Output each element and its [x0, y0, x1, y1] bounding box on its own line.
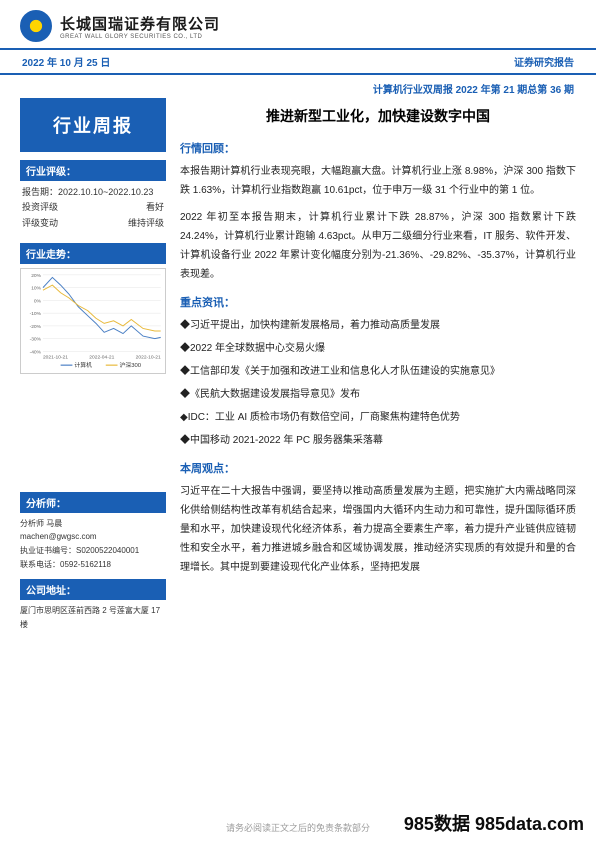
- address-head: 公司地址：: [20, 579, 166, 600]
- news-item: ◆2022 年全球数据中心交易火爆: [180, 339, 576, 358]
- svg-text:-40%: -40%: [30, 349, 42, 355]
- rating-value: 维持评级: [128, 216, 164, 231]
- analyst-phone: 联系电话：0592-5162118: [20, 558, 166, 572]
- date-bar: 2022 年 10 月 25 日 证券研究报告: [0, 48, 596, 75]
- svg-text:-30%: -30%: [30, 337, 42, 343]
- rating-value: 看好: [146, 200, 164, 215]
- report-type: 证券研究报告: [514, 54, 574, 69]
- header: 长城国瑞证券有限公司 GREAT WALL GLORY SECURITIES C…: [0, 0, 596, 48]
- news-item: ◆《民航大数据建设发展指导意见》发布: [180, 385, 576, 404]
- svg-text:20%: 20%: [31, 273, 41, 279]
- rating-row: 评级变动 维持评级: [22, 216, 164, 231]
- sidebar-title: 行业周报: [20, 98, 166, 152]
- news-head: 重点资讯：: [180, 294, 576, 310]
- analyst-name: 分析师 马晨: [20, 517, 166, 531]
- main-content: 推进新型工业化，加快建设数字中国 行情回顾： 本报告期计算机行业表现亮眼，大幅跑…: [180, 98, 576, 631]
- svg-text:-20%: -20%: [30, 324, 42, 330]
- svg-text:2021-10-21: 2021-10-21: [43, 354, 68, 360]
- company-name-cn: 长城国瑞证券有限公司: [60, 13, 220, 34]
- svg-text:0%: 0%: [34, 298, 42, 304]
- rating-head: 行业评级：: [20, 160, 166, 181]
- company-name-en: GREAT WALL GLORY SECURITIES CO., LTD: [60, 34, 220, 40]
- review-head: 行情回顾：: [180, 140, 576, 156]
- rating-row: 报告期：2022.10.10~2022.10.23: [22, 185, 164, 200]
- rating-label: 评级变动: [22, 216, 58, 231]
- trend-chart-svg: 20% 10% 0% -10% -20% -30% -40% 2021-10-21 2022-…: [21, 269, 165, 373]
- news-item: ◆中国移动 2021-2022 年 PC 服务器集采落幕: [180, 431, 576, 450]
- analyst-email: machen@gwgsc.com: [20, 530, 166, 544]
- trend-head: 行业走势：: [20, 243, 166, 264]
- view-para: 习近平在二十大报告中强调，要坚持以推动高质量发展为主题，把实施扩大内需战略同深化…: [180, 482, 576, 577]
- svg-text:10%: 10%: [31, 285, 41, 291]
- analyst-cert: 执业证书编号：S0200522040001: [20, 544, 166, 558]
- svg-text:2022-10-21: 2022-10-21: [136, 354, 161, 360]
- report-date: 2022 年 10 月 25 日: [22, 54, 110, 69]
- news-item: ◆习近平提出，加快构建新发展格局，着力推动高质量发展: [180, 316, 576, 335]
- svg-text:计算机: 计算机: [74, 361, 92, 369]
- company-logo-icon: [20, 10, 52, 42]
- news-item: ◆工信部印发《关于加强和改进工业和信息化人才队伍建设的实施意见》: [180, 362, 576, 381]
- rating-body: 报告期：2022.10.10~2022.10.23 投资评级 看好 评级变动 维…: [20, 181, 166, 235]
- svg-text:沪深300: 沪深300: [119, 361, 141, 369]
- svg-text:2022-04-21: 2022-04-21: [89, 354, 114, 360]
- svg-text:-10%: -10%: [30, 311, 42, 317]
- watermark: 985数据 985data.com: [404, 810, 584, 836]
- review-para: 2022 年初至本报告期末，计算机行业累计下跌 28.87%，沪深 300 指数…: [180, 208, 576, 284]
- news-item: ◆IDC：工业 AI 质检市场仍有数倍空间，厂商聚焦构建特色优势: [180, 408, 576, 427]
- analyst-head: 分析师：: [20, 492, 166, 513]
- company-name-block: 长城国瑞证券有限公司 GREAT WALL GLORY SECURITIES C…: [60, 13, 220, 40]
- address-body: 厦门市思明区莲前西路 2 号莲富大厦 17 楼: [20, 600, 166, 631]
- view-head: 本周观点：: [180, 460, 576, 476]
- rating-label: 投资评级: [22, 200, 58, 215]
- review-para: 本报告期计算机行业表现亮眼，大幅跑赢大盘。计算机行业上涨 8.98%，沪深 30…: [180, 162, 576, 200]
- main-title: 推进新型工业化，加快建设数字中国: [180, 106, 576, 126]
- trend-chart: 20% 10% 0% -10% -20% -30% -40% 2021-10-21 2022-…: [20, 268, 166, 374]
- analyst-block: 分析师 马晨 machen@gwgsc.com 执业证书编号：S02005220…: [20, 513, 166, 571]
- sidebar: 行业周报 行业评级： 报告期：2022.10.10~2022.10.23 投资评…: [20, 98, 166, 631]
- rating-row: 投资评级 看好: [22, 200, 164, 215]
- issue-subtitle: 计算机行业双周报 2022 年第 21 期总第 36 期: [0, 75, 596, 98]
